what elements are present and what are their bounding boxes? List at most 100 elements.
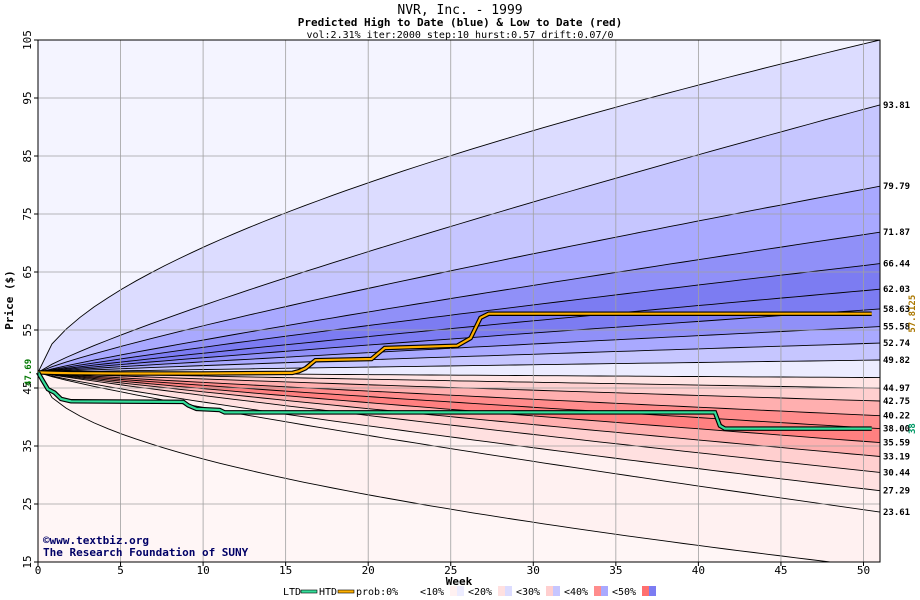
x-tick-label-20: 20 bbox=[362, 564, 375, 577]
band-end-label-9: 49.82 bbox=[883, 356, 910, 366]
band-18 bbox=[38, 372, 880, 491]
legend-item-swatch-blue-4 bbox=[649, 586, 656, 596]
y-tick-label-35: 35 bbox=[21, 439, 34, 452]
series-line-ltd bbox=[37, 371, 872, 430]
legend-item-swatch-blue-1 bbox=[505, 586, 512, 596]
band-end-label-19: 23.61 bbox=[883, 508, 910, 518]
band-end-label-5: 62.03 bbox=[883, 285, 910, 295]
band-end-label-12: 42.75 bbox=[883, 397, 910, 407]
band-13 bbox=[38, 372, 880, 416]
band-8 bbox=[38, 326, 880, 373]
band-3 bbox=[38, 186, 880, 373]
legend-ltd-swatch bbox=[300, 589, 318, 594]
credit: ©www.textbiz.org The Research Foundation… bbox=[43, 534, 249, 559]
x-tick-label-15: 15 bbox=[279, 564, 292, 577]
band-top bbox=[38, 40, 880, 373]
band-boundary-7 bbox=[38, 326, 880, 373]
band-end-label-8: 52.74 bbox=[883, 339, 911, 349]
x-tick-label-50: 50 bbox=[857, 564, 870, 577]
band-end-label-16: 33.19 bbox=[883, 452, 910, 462]
x-tick-label-30: 30 bbox=[527, 564, 540, 577]
band-2 bbox=[38, 104, 880, 373]
start-price-label: 47.69 bbox=[24, 359, 34, 386]
y-tick-label-55: 55 bbox=[21, 323, 34, 336]
legend-item-swatch-red-4 bbox=[642, 586, 649, 596]
chart-params: vol:2.31% iter:2000 step:10 hurst:0.57 d… bbox=[306, 30, 613, 41]
band-end-label-7: 55.58 bbox=[883, 323, 910, 333]
band-end-label-11: 44.97 bbox=[883, 384, 910, 394]
band-boundary-16 bbox=[38, 371, 880, 457]
band-17 bbox=[38, 372, 880, 473]
x-tick-label-0: 0 bbox=[35, 564, 42, 577]
x-axis-label: Week bbox=[446, 575, 473, 588]
chart-subtitle: Predicted High to Date (blue) & Low to D… bbox=[298, 16, 623, 29]
band-boundary-15 bbox=[38, 371, 880, 444]
series-lines bbox=[36, 311, 872, 431]
legend-item-swatch-red-2 bbox=[546, 586, 553, 596]
band-boundary-2 bbox=[38, 185, 880, 373]
x-tick-label-45: 45 bbox=[774, 564, 787, 577]
band-boundary-0 bbox=[38, 40, 880, 373]
legend-ltd-label: LTD bbox=[283, 587, 301, 598]
legend-item-swatch-blue-2 bbox=[553, 586, 560, 596]
band-1 bbox=[38, 40, 880, 373]
band-end-label-13: 40.22 bbox=[883, 412, 910, 422]
legend-item-swatch-red-1 bbox=[498, 586, 505, 596]
axes: 0 5 10 15 20 25 30 35 40 45 50 15 25 35 45 55 65 75 85 95 10… bbox=[21, 30, 881, 577]
legend-item-label-3: <40% bbox=[564, 587, 588, 598]
band-end-label-15: 35.59 bbox=[883, 439, 910, 449]
legend-htd-label: HTD bbox=[319, 587, 337, 598]
band-end-labels: 93.81 79.79 71.87 66.44 62.03 58.63 55.58 52.74… bbox=[883, 101, 918, 518]
band-bottom bbox=[38, 372, 880, 562]
x-tick-label-10: 10 bbox=[196, 564, 209, 577]
legend-item-label-2: <30% bbox=[516, 587, 540, 598]
band-19 bbox=[38, 372, 880, 513]
x-tick-label-40: 40 bbox=[692, 564, 705, 577]
legend-item-swatch-red-0 bbox=[450, 586, 457, 596]
legend: LTD HTD prob:0% <10% <20% <30% <40% <50% bbox=[283, 586, 656, 598]
band-15 bbox=[38, 372, 880, 443]
y-tick-label-105: 105 bbox=[21, 30, 34, 50]
band-end-label-2: 79.79 bbox=[883, 182, 910, 192]
x-tick-label-35: 35 bbox=[609, 564, 622, 577]
band-boundary-20 bbox=[38, 372, 835, 562]
legend-item-label-4: <50% bbox=[612, 587, 636, 598]
x-tick-label-25: 25 bbox=[444, 564, 457, 577]
legend-item-swatch-red-3 bbox=[594, 586, 601, 596]
y-axis-label: Price ($) bbox=[3, 270, 16, 330]
y-tick-label-85: 85 bbox=[21, 149, 34, 162]
band-boundary-8 bbox=[38, 342, 880, 373]
probability-bands bbox=[38, 40, 880, 562]
band-boundary-3 bbox=[38, 231, 880, 373]
y-tick-label-25: 25 bbox=[21, 497, 34, 510]
legend-swatch-0 bbox=[404, 586, 417, 596]
band-9 bbox=[38, 343, 880, 373]
y-tick-label-95: 95 bbox=[21, 91, 34, 104]
y-tick-label-65: 65 bbox=[21, 265, 34, 278]
band-end-label-1: 93.81 bbox=[883, 101, 910, 111]
band-boundary-1 bbox=[38, 104, 880, 373]
legend-item-swatch-blue-0 bbox=[457, 586, 464, 596]
credit-org: The Research Foundation of SUNY bbox=[43, 546, 249, 559]
band-boundary-14 bbox=[38, 371, 880, 430]
y-tick-label-75: 75 bbox=[21, 207, 34, 220]
band-boundary-4 bbox=[38, 263, 880, 373]
band-end-label-17: 30.44 bbox=[883, 468, 911, 478]
y-tick-label-15: 15 bbox=[21, 555, 34, 568]
legend-item-swatch-blue-3 bbox=[601, 586, 608, 596]
series-line-htd bbox=[37, 312, 872, 375]
band-boundary-18 bbox=[38, 371, 880, 492]
band-end-label-3: 71.87 bbox=[883, 228, 910, 238]
ltd-end-value: 38 bbox=[908, 423, 918, 434]
band-12 bbox=[38, 372, 880, 401]
band-end-label-18: 27.29 bbox=[883, 487, 910, 497]
chart-title: NVR, Inc. - 1999 bbox=[397, 3, 522, 18]
band-boundary-6 bbox=[38, 308, 880, 373]
band-end-label-14: 38.00 bbox=[883, 425, 910, 435]
band-5 bbox=[38, 263, 880, 373]
band-7 bbox=[38, 308, 880, 373]
band-boundary-13 bbox=[38, 371, 880, 417]
band-6 bbox=[38, 289, 880, 373]
band-boundary-5 bbox=[38, 288, 880, 373]
